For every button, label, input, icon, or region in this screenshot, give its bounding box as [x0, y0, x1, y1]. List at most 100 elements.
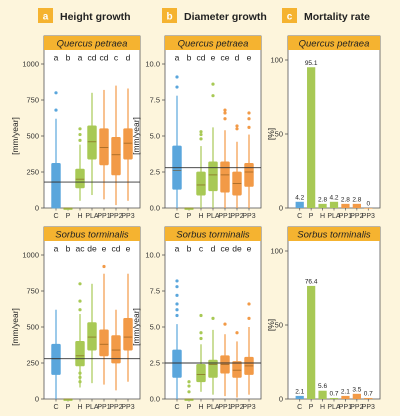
box-PLA: [208, 82, 218, 208]
bar-PP3: [364, 208, 373, 209]
panel-b-letter-badge: [162, 8, 177, 23]
x-tick-label: PP2: [350, 404, 363, 411]
bar-value-label: 2.8: [318, 196, 327, 203]
x-tick-label: PP2: [230, 213, 243, 220]
bar-PLA: [329, 201, 339, 208]
outlier-point: [187, 390, 191, 394]
x-tick-label: C: [174, 213, 179, 220]
significance-letter: b: [66, 53, 71, 63]
panel-headers: a Height growth b Diameter growth c Mortality…: [38, 8, 370, 23]
x-tick-label: PLA: [85, 404, 99, 411]
plot-area: [287, 226, 381, 400]
species-label: Sorbus torminalis: [297, 230, 371, 241]
species-header: [44, 36, 140, 50]
box-body: [75, 168, 85, 189]
bar-C: [295, 395, 304, 399]
y-axis-label: [mm/year]: [131, 117, 141, 155]
significance-letter: de: [232, 244, 242, 254]
y-tick-label: 10.0: [145, 60, 160, 69]
y-tick-label: 5.0: [150, 132, 160, 141]
outlier-point: [175, 308, 179, 312]
x-tick-label: PP1: [97, 404, 110, 411]
y-tick-label: 250: [26, 359, 39, 368]
outlier-point: [247, 302, 251, 306]
significance-letter: a: [54, 244, 59, 254]
significance-letter: ac: [76, 244, 86, 254]
significance-letter: a: [175, 244, 180, 254]
plot-c-sorbus: Sorbus torminalis 0 50 100 [%] C P H PLAPP1PP2PP…: [266, 226, 381, 411]
significance-letter: a: [175, 53, 180, 63]
species-label: Quercus petraea: [299, 39, 370, 50]
box-body: [196, 364, 206, 383]
bar-value-label: 0: [366, 201, 370, 208]
outlier-point: [175, 75, 179, 79]
x-tick-label: PP2: [230, 404, 243, 411]
x-tick-label: C: [53, 404, 58, 411]
box-body: [51, 343, 61, 375]
y-tick-label: 0.0: [150, 395, 160, 404]
y-tick-label: 0.0: [150, 204, 160, 213]
x-tick-label: PLA: [327, 404, 341, 411]
significance-letter: de: [87, 244, 97, 254]
outlier-point: [211, 82, 215, 86]
y-tick-label: 250: [26, 168, 39, 177]
box-PLA: [87, 92, 97, 196]
y-axis-label: [mm/year]: [10, 308, 20, 346]
y-tick-label: 500: [26, 323, 39, 332]
box-body: [208, 161, 218, 192]
box-P: [63, 207, 73, 210]
outlier-point: [247, 117, 251, 121]
x-tick-label: H: [320, 404, 325, 411]
y-tick-label: 750: [26, 287, 39, 296]
box-body: [87, 125, 97, 160]
box-PP1: [220, 108, 230, 208]
box-body: [123, 128, 133, 160]
x-tick-label: H: [77, 213, 82, 220]
box-PP2: [111, 85, 121, 206]
y-tick-label: 7.5: [150, 96, 160, 105]
x-tick-label: PP1: [339, 404, 352, 411]
x-tick-label: PLA: [327, 213, 341, 220]
box-body: [99, 329, 109, 357]
outlier-point: [247, 316, 251, 320]
box-body: [111, 137, 121, 176]
bar-PP1: [341, 203, 350, 208]
panel-a-title: Height growth: [60, 11, 131, 23]
x-tick-label: H: [77, 404, 82, 411]
box-H: [75, 127, 85, 201]
bar-PP2: [352, 393, 361, 399]
outlier-point: [175, 279, 179, 283]
plot-b-quercus: Quercus petraea 0.0 2.5 5.0 7.5 10.0 [mm/year]…: [131, 35, 262, 220]
y-tick-label: 50: [275, 321, 283, 330]
box-PP1: [99, 264, 109, 385]
y-tick-label: 10.0: [145, 251, 160, 260]
x-tick-label: PP3: [121, 404, 134, 411]
species-header: [165, 36, 261, 50]
outlier-point: [199, 132, 203, 137]
box-H: [196, 313, 206, 392]
species-header: [44, 227, 140, 241]
outlier-point: [223, 111, 227, 115]
bar-P: [307, 67, 316, 208]
x-tick-label: P: [309, 404, 314, 411]
significance-letter: b: [66, 244, 71, 254]
y-tick-label: 100: [270, 56, 283, 65]
significance-letter: ce: [221, 53, 230, 63]
bar-value-label: 4.2: [295, 194, 304, 201]
outlier-point: [78, 299, 82, 303]
species-header: [288, 36, 380, 50]
outlier-point: [247, 125, 251, 129]
significance-letter: ce: [221, 244, 230, 254]
outlier-point: [235, 124, 239, 128]
box-PP3: [123, 273, 133, 382]
outlier-point: [175, 85, 179, 89]
outlier-point: [175, 302, 179, 306]
box-P: [184, 207, 194, 210]
x-tick-label: H: [198, 404, 203, 411]
significance-letter: cd: [100, 53, 109, 63]
box-PP2: [232, 124, 242, 208]
x-tick-label: PP1: [97, 213, 110, 220]
bar-PP3: [364, 397, 373, 399]
x-tick-label: PP1: [218, 404, 231, 411]
